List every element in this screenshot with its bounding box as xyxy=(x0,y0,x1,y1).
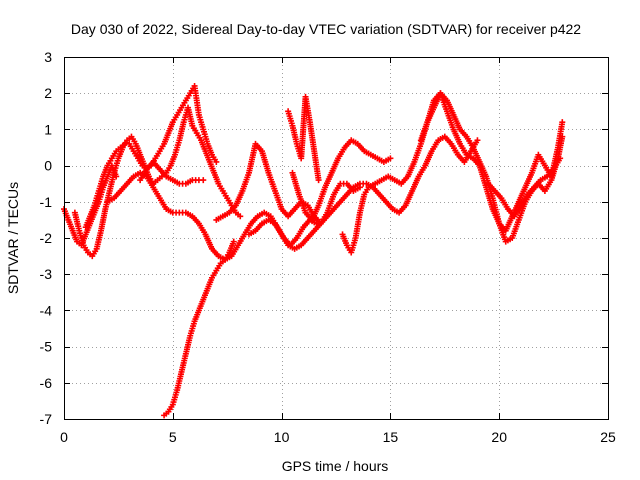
data-point xyxy=(315,177,322,184)
y-tick-label: 1 xyxy=(44,121,52,137)
chart-title: Day 030 of 2022, Sidereal Day-to-day VTE… xyxy=(71,21,581,37)
x-tick-labels: 0 5 10 15 20 25 xyxy=(60,429,616,445)
x-tick-label: 5 xyxy=(169,429,177,445)
x-tick-label: 15 xyxy=(383,429,399,445)
data-point xyxy=(387,155,394,162)
data-point xyxy=(237,213,244,220)
series-sat-l xyxy=(417,90,566,245)
data-point xyxy=(230,238,237,245)
data-point xyxy=(557,155,564,162)
y-tick-label: -3 xyxy=(40,266,53,282)
y-axis-label: SDTVAR / TECUs xyxy=(5,182,21,294)
data-markers xyxy=(61,82,566,419)
x-tick-label: 25 xyxy=(600,429,616,445)
x-tick-label: 0 xyxy=(60,429,68,445)
y-tick-labels: -7 -6 -5 -4 -3 -2 -1 0 1 2 3 xyxy=(40,49,53,427)
data-point xyxy=(559,119,566,126)
x-tick-label: 20 xyxy=(491,429,507,445)
data-point xyxy=(559,133,566,140)
series-sat-m xyxy=(485,155,564,220)
x-axis-label: GPS time / hours xyxy=(282,458,389,474)
data-point xyxy=(200,177,207,184)
data-point xyxy=(213,158,220,165)
y-tick-label: -7 xyxy=(40,411,53,427)
series-sat-i xyxy=(289,137,394,223)
y-tick-label: -1 xyxy=(40,194,53,210)
data-point xyxy=(474,137,481,144)
y-tick-label: -2 xyxy=(40,230,53,246)
y-tick-label: 3 xyxy=(44,49,52,65)
series-sat-e xyxy=(137,158,207,187)
grid xyxy=(64,57,608,419)
series-sat-f xyxy=(161,238,237,419)
y-tick-label: -5 xyxy=(40,339,53,355)
y-tick-label: 0 xyxy=(44,158,52,174)
series-sat-b xyxy=(71,104,244,260)
x-tick-label: 10 xyxy=(274,429,290,445)
series-sat-a xyxy=(61,162,120,249)
series-sat-j xyxy=(285,93,322,184)
axis-ticks xyxy=(64,57,609,420)
y-tick-label: -6 xyxy=(40,375,53,391)
series-sat-c xyxy=(82,82,220,231)
y-tick-label: 2 xyxy=(44,85,52,101)
y-tick-label: -4 xyxy=(40,302,53,318)
